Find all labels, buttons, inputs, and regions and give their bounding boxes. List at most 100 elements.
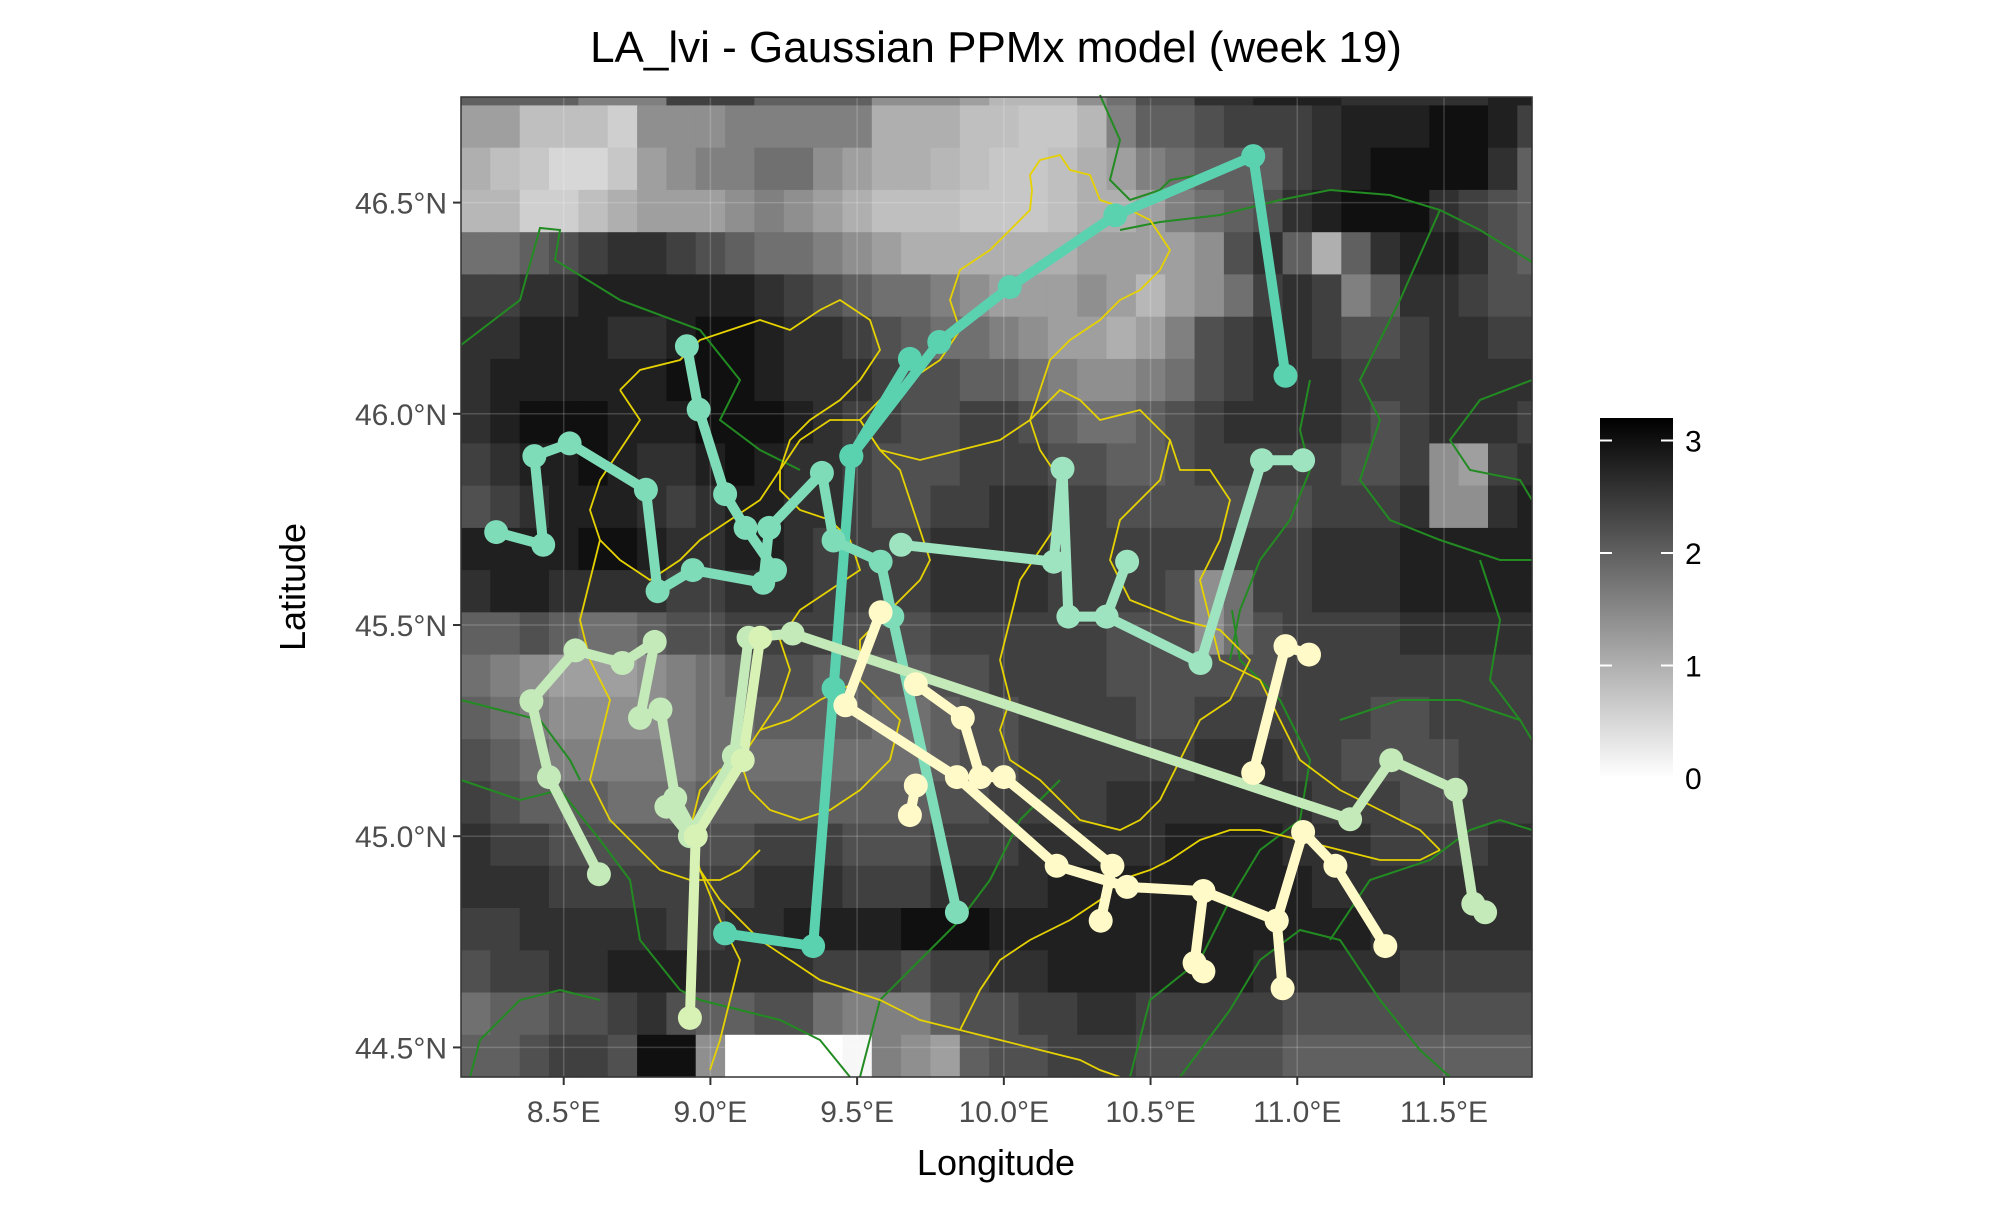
raster-cell [901,1034,931,1078]
raster-cell [901,274,931,318]
raster-cell [1488,232,1518,275]
raster-cell [1106,654,1137,698]
data-point [1241,760,1266,785]
raster-cell [783,232,814,275]
data-point [1338,807,1363,832]
raster-cell [1488,316,1518,360]
raster-cell [666,485,697,529]
raster-cell [666,612,697,656]
raster-cell [549,105,579,149]
raster-cell [930,232,961,275]
raster-cell [549,189,579,233]
legend-tick-label: 2 [1685,538,1702,571]
raster-cell [1400,443,1430,487]
raster-cell [1135,570,1166,613]
raster-cell [578,316,609,360]
raster-cell [754,189,785,233]
raster-cell [1400,97,1430,106]
raster-cell [637,97,667,106]
raster-cell [1488,781,1518,825]
raster-cell [842,147,873,191]
raster-cell [1135,823,1166,867]
raster-cell [1047,105,1078,149]
raster-cell [930,358,961,402]
raster-cell [1458,654,1489,698]
raster-cell [1223,696,1254,740]
data-point [757,515,782,540]
raster-cell [607,1034,638,1078]
data-point [950,705,975,730]
raster-cell [549,865,579,909]
raster-cell [783,527,814,571]
raster-cell [1311,443,1342,487]
raster-cell [549,147,579,191]
raster-cell [519,950,550,994]
raster-cell [1077,358,1108,402]
raster-cell [1282,992,1313,1036]
raster-cell [490,358,521,402]
region-border [469,988,601,1078]
y-axis: 44.5°N 45.0°N 45.5°N 46.0°N 46.5°N [355,188,461,1065]
raster-cell [783,147,814,191]
raster-cell [1429,696,1460,740]
raster-cell [578,232,609,275]
raster-cell [490,654,521,698]
raster-cell [901,823,931,867]
raster-cell [519,316,550,360]
raster-cell [1400,781,1430,825]
data-point [713,482,738,507]
raster-cell [1458,696,1489,740]
raster-cell [1429,443,1460,487]
data-point [997,275,1022,300]
data-point [1115,549,1140,574]
raster-cell [578,105,609,149]
raster-cell [637,950,667,994]
raster-cell [1106,696,1137,740]
raster-cell [1458,232,1489,275]
raster-cell [1400,401,1430,444]
raster-cell [1282,274,1313,318]
raster-cell [1370,316,1401,360]
raster-cell [1253,570,1284,613]
trajectory-series [484,144,1498,1030]
raster-cell [637,274,667,318]
raster-cell [1282,696,1313,740]
data-point [531,532,556,557]
data-point [484,520,509,545]
raster-cell [1047,358,1078,402]
raster-cell [813,1034,843,1078]
raster-cell [1458,1034,1489,1078]
raster-cell [549,570,579,613]
data-point [1379,748,1404,773]
raster-cell [1194,274,1225,318]
raster-cell [1429,485,1460,529]
legend-colorbar [1600,418,1673,778]
raster-cell [1311,189,1342,233]
raster-cell [989,443,1020,487]
raster-cell [461,443,491,487]
raster-cell [901,232,931,275]
raster-cell [930,1034,961,1078]
raster-cell [490,105,521,149]
raster-cell [871,443,902,487]
raster-cell [1165,232,1196,275]
region-border [460,226,801,471]
raster-cell [1106,443,1137,487]
raster-cell [1370,527,1401,571]
raster-cell [959,443,990,487]
region-border [1099,94,1201,202]
data-point [1191,879,1216,904]
raster-cell [1488,570,1518,613]
raster-cell [754,739,785,782]
data-point [522,444,547,469]
data-point [944,900,969,925]
raster-cell [666,232,697,275]
raster-cell [901,147,931,191]
raster-cell [519,908,550,951]
color-legend: 0 1 2 3 [1600,418,1702,796]
raster-cell [1370,147,1401,191]
y-tick-label: 45.0°N [355,821,447,854]
raster-cell [1517,654,1533,698]
raster-cell [1488,739,1518,782]
raster-cell [549,97,579,106]
